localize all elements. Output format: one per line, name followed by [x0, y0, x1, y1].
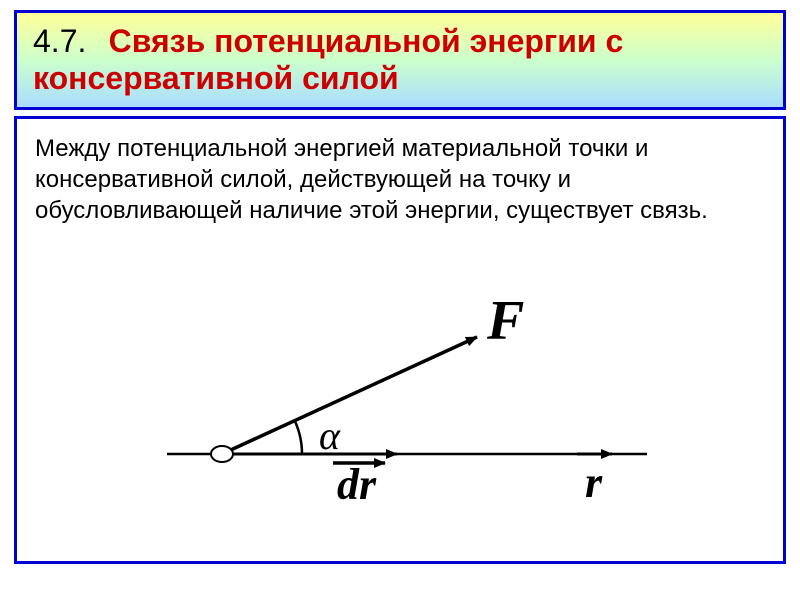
- label-dr: dr: [333, 460, 385, 509]
- svg-text:F: F: [486, 299, 524, 352]
- section-title: Связь потенциальной энергии с консервати…: [33, 23, 623, 96]
- vector-diagram: F dr r α: [167, 299, 667, 539]
- content-panel: Между потенциальной энергией материально…: [14, 116, 786, 564]
- body-paragraph: Между потенциальной энергией материально…: [35, 133, 765, 227]
- label-f: F: [479, 299, 527, 352]
- label-alpha: α: [319, 413, 341, 458]
- section-number: 4.7.: [33, 23, 86, 59]
- diagram-svg: F dr r α: [167, 299, 667, 539]
- title-panel: 4.7. Связь потенциальной энергии с консе…: [14, 10, 786, 110]
- angle-arc: [295, 420, 303, 454]
- origin-marker: [211, 446, 233, 462]
- label-r: r: [585, 458, 603, 507]
- vector-f: [222, 337, 477, 454]
- svg-text:dr: dr: [337, 460, 377, 509]
